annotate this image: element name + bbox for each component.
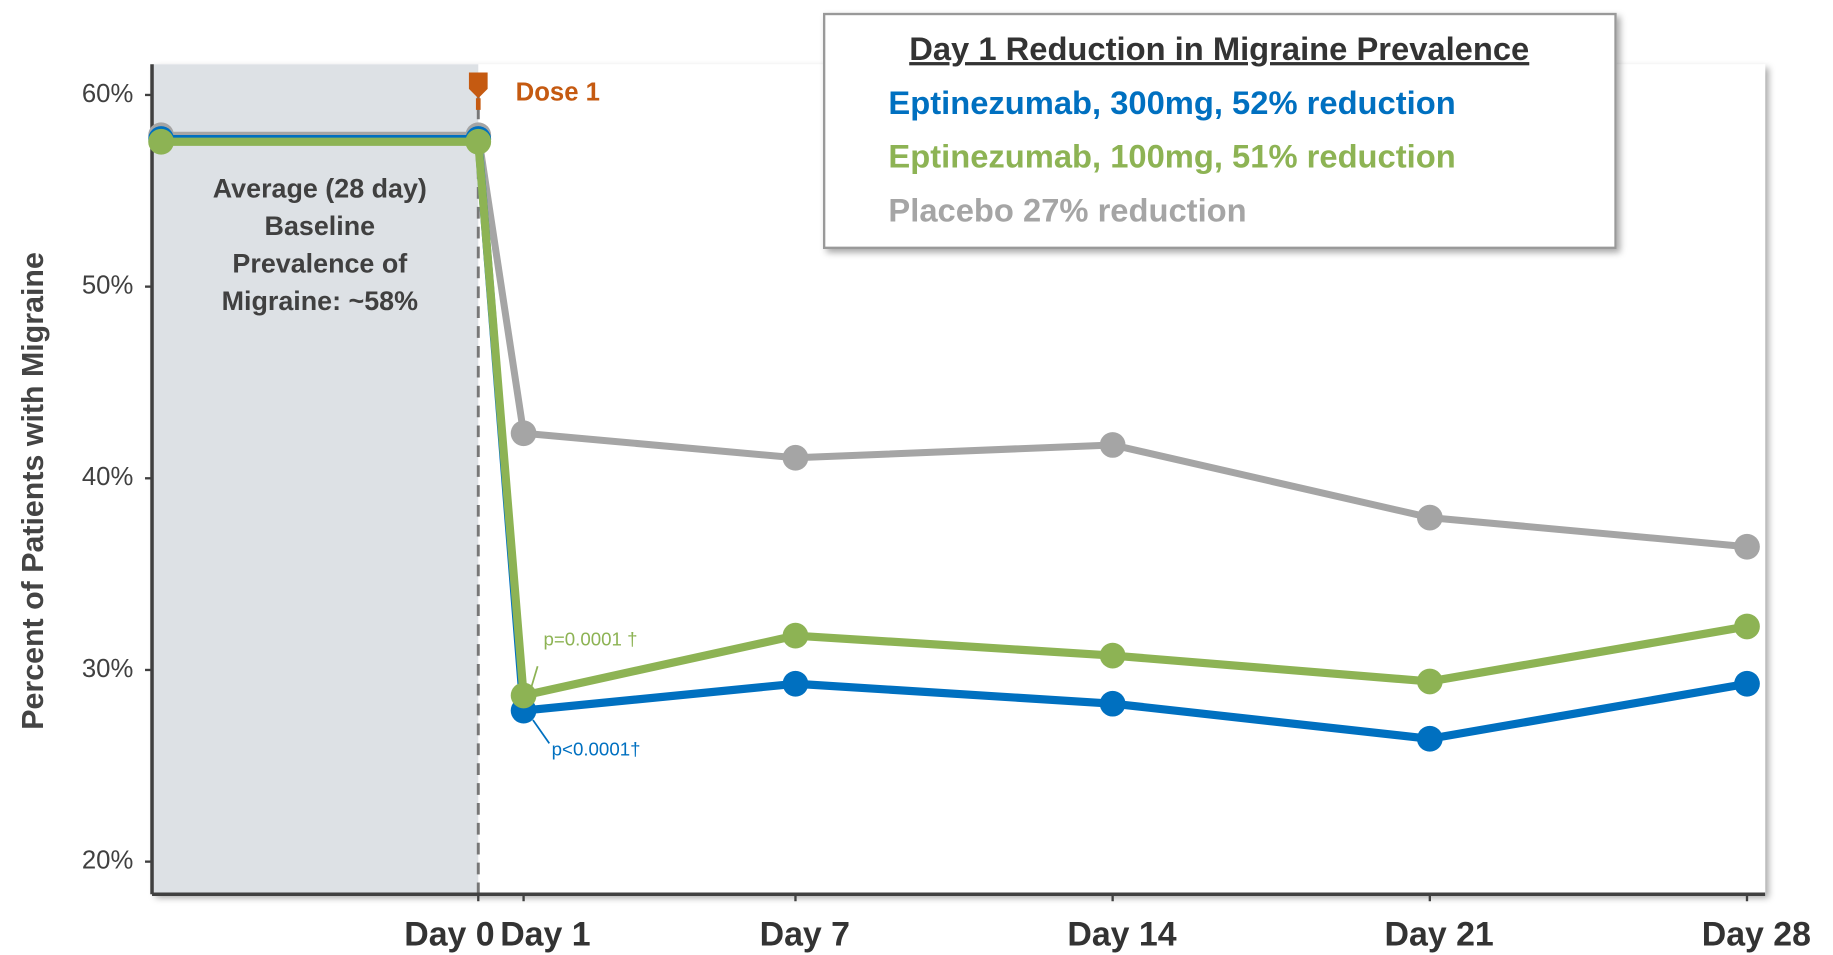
point (1734, 670, 1760, 697)
point (1416, 668, 1443, 695)
p-leader (529, 666, 539, 690)
point (510, 682, 537, 709)
baseline-note: Migraine: ~58% (222, 286, 419, 316)
point (782, 670, 809, 697)
legend-title: Day 1 Reduction in Migraine Prevalence (909, 30, 1529, 67)
y-tick-label: 30% (82, 655, 133, 683)
dose-icon (468, 72, 488, 110)
baseline-note: Baseline (265, 211, 376, 241)
y-tick-label: 20% (82, 846, 133, 874)
dose-label: Dose 1 (516, 78, 600, 106)
point (148, 128, 174, 155)
baseline-note: Prevalence of (232, 248, 407, 278)
legend-box (822, 12, 1617, 249)
baseline-note: Average (28 day) (213, 174, 427, 204)
legend-entry: Placebo 27% reduction (888, 191, 1246, 228)
x-tick-label: Day 1 (500, 915, 590, 953)
y-axis-label: Percent of Patients with Migraine (16, 252, 50, 730)
x-tick-label: Day 21 (1385, 915, 1494, 953)
p-value-label: p<0.0001† (552, 738, 641, 759)
legend-entry: Eptinezumab, 300mg, 52% reduction (888, 84, 1455, 121)
y-tick-label: 60% (82, 80, 133, 108)
point (782, 622, 809, 649)
point (1099, 642, 1126, 669)
point (1099, 690, 1126, 717)
y-tick-label: 50% (82, 271, 133, 299)
y-tick-label: 40% (82, 463, 133, 491)
legend-entry: Eptinezumab, 100mg, 51% reduction (888, 138, 1455, 175)
x-tick-label: Day 7 (760, 915, 850, 953)
point (1734, 533, 1760, 560)
point (1099, 432, 1126, 458)
point (465, 128, 492, 155)
point (1416, 725, 1443, 752)
x-tick-label: Day 28 (1702, 915, 1811, 953)
point (1416, 504, 1443, 531)
baseline-region (152, 64, 479, 895)
point (782, 444, 809, 471)
p-leader (532, 719, 551, 744)
p-value-label: p=0.0001 † (543, 629, 637, 650)
x-tick-label: Day 14 (1067, 915, 1176, 953)
x-tick-label: Day 0 (404, 915, 494, 953)
point (1734, 613, 1760, 640)
point (510, 420, 537, 447)
